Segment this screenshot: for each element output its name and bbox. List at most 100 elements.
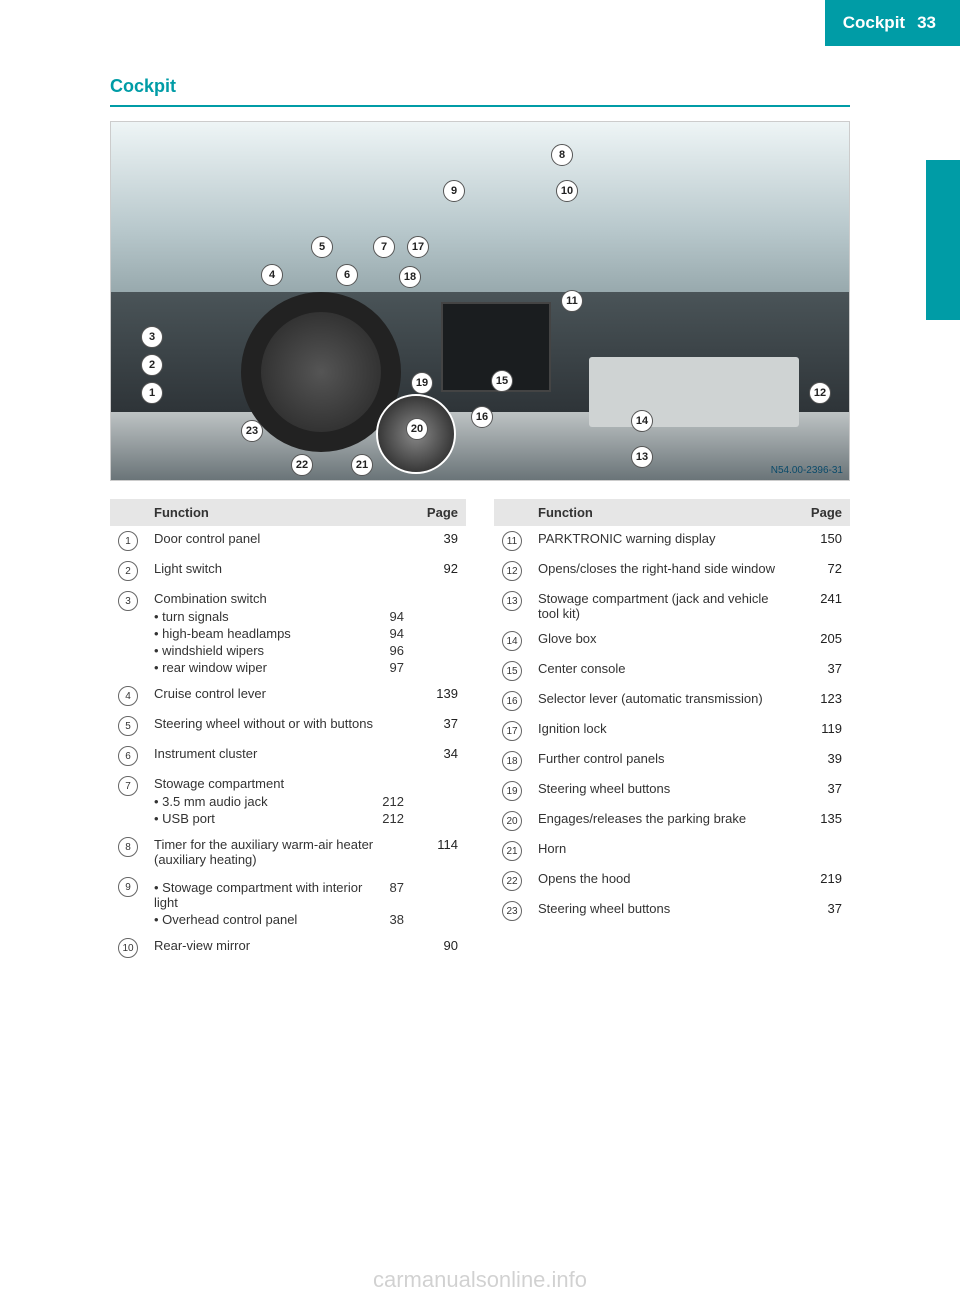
row-number: 23 <box>494 896 530 926</box>
sub-item: turn signals94 <box>154 608 404 625</box>
header-spacer <box>0 0 825 46</box>
row-page: 34 <box>412 741 466 771</box>
sub-list: 3.5 mm audio jack212USB port212 <box>154 793 404 827</box>
ref-circle-icon: 2 <box>118 561 138 581</box>
callout-14: 14 <box>631 410 653 432</box>
row-label: Steering wheel buttons <box>530 896 796 926</box>
row-number: 19 <box>494 776 530 806</box>
callout-1: 1 <box>141 382 163 404</box>
table-row: 1 Door control panel39 <box>110 526 466 556</box>
callout-11: 11 <box>561 290 583 312</box>
section-divider <box>110 105 850 107</box>
glove-box-shape <box>589 357 799 427</box>
table-row: 6Instrument cluster34 <box>110 741 466 771</box>
table-row: 21 Horn <box>494 836 850 866</box>
side-label: At a glance <box>954 180 960 276</box>
row-number: 9 <box>110 872 146 933</box>
sub-item: windshield wipers96 <box>154 642 404 659</box>
callout-3: 3 <box>141 326 163 348</box>
callout-2: 2 <box>141 354 163 376</box>
table-row: 8Timer for the auxiliary warm-air heater… <box>110 832 466 872</box>
callout-8: 8 <box>551 144 573 166</box>
table-row: 2Light switch92 <box>110 556 466 586</box>
callout-16: 16 <box>471 406 493 428</box>
callout-6: 6 <box>336 264 358 286</box>
row-number: 3 <box>110 586 146 681</box>
row-number: 14 <box>494 626 530 656</box>
row-number: 18 <box>494 746 530 776</box>
row-label: Steering wheel without or with buttons <box>146 711 412 741</box>
row-page: 37 <box>412 711 466 741</box>
row-page <box>412 586 466 681</box>
callout-5: 5 <box>311 236 333 258</box>
callout-12: 12 <box>809 382 831 404</box>
table-row: 23Steering wheel buttons37 <box>494 896 850 926</box>
row-number: 22 <box>494 866 530 896</box>
sub-item: rear window wiper97 <box>154 659 404 676</box>
callout-17: 17 <box>407 236 429 258</box>
table-row: 16Selector lever (automatic transmission… <box>494 686 850 716</box>
ref-circle-icon: 5 <box>118 716 138 736</box>
ref-circle-icon: 14 <box>502 631 522 651</box>
row-label: Stowage compartment (jack and vehicle to… <box>530 586 796 626</box>
callout-7: 7 <box>373 236 395 258</box>
table-row: 22 Opens the hood219 <box>494 866 850 896</box>
row-page <box>412 771 466 832</box>
row-page: 219 <box>796 866 850 896</box>
image-id: N54.00-2396-31 <box>771 465 843 476</box>
callout-21: 21 <box>351 454 373 476</box>
ref-circle-icon: 21 <box>502 841 522 861</box>
callout-10: 10 <box>556 180 578 202</box>
table-row: 20Engages/releases the parking brake135 <box>494 806 850 836</box>
ref-circle-icon: 7 <box>118 776 138 796</box>
reference-columns: Function Page 1Door control panel392Ligh… <box>110 499 850 963</box>
table-row: 5 Steering wheel without or with buttons3… <box>110 711 466 741</box>
row-label: Light switch <box>146 556 412 586</box>
row-label: Stowage compartment with interior light8… <box>146 872 412 933</box>
row-label: Steering wheel buttons <box>530 776 796 806</box>
table-row: 10Rear-view mirror90 <box>110 933 466 963</box>
ref-circle-icon: 22 <box>502 871 522 891</box>
sub-item: high-beam headlamps94 <box>154 625 404 642</box>
col-function: Function <box>530 499 796 526</box>
sub-item: Stowage compartment with interior light8… <box>154 879 404 911</box>
table-row: 17 Ignition lock119 <box>494 716 850 746</box>
col-page: Page <box>796 499 850 526</box>
row-label: Horn <box>530 836 796 866</box>
watermark: carmanualsonline.info <box>0 1267 960 1293</box>
row-number: 13 <box>494 586 530 626</box>
row-label: Opens the hood <box>530 866 796 896</box>
header-bar: Cockpit 33 <box>0 0 960 46</box>
row-label: Ignition lock <box>530 716 796 746</box>
row-label: Selector lever (automatic transmission) <box>530 686 796 716</box>
row-label: Combination switchturn signals94high-bea… <box>146 586 412 681</box>
row-number: 5 <box>110 711 146 741</box>
cockpit-diagram: 1234567891011121314151617181920212223 N5… <box>110 121 850 481</box>
callout-9: 9 <box>443 180 465 202</box>
table-row: 9 Stowage compartment with interior light… <box>110 872 466 933</box>
ref-circle-icon: 1 <box>118 531 138 551</box>
section-title: Cockpit <box>110 76 850 97</box>
content: Cockpit 12345678910111213141516171819202… <box>0 46 960 993</box>
row-label: Timer for the auxiliary warm-air heater … <box>146 832 412 872</box>
row-label: Door control panel <box>146 526 412 556</box>
row-page: 139 <box>412 681 466 711</box>
row-page: 119 <box>796 716 850 746</box>
row-number: 15 <box>494 656 530 686</box>
table-row: 12Opens/closes the right-hand side windo… <box>494 556 850 586</box>
callout-4: 4 <box>261 264 283 286</box>
table-row: 7 Stowage compartment3.5 mm audio jack212… <box>110 771 466 832</box>
callout-22: 22 <box>291 454 313 476</box>
row-page: 39 <box>412 526 466 556</box>
ref-circle-icon: 15 <box>502 661 522 681</box>
row-label: Stowage compartment3.5 mm audio jack212U… <box>146 771 412 832</box>
ref-circle-icon: 6 <box>118 746 138 766</box>
ref-circle-icon: 9 <box>118 877 138 897</box>
left-table: Function Page 1Door control panel392Ligh… <box>110 499 466 963</box>
row-page: 114 <box>412 832 466 872</box>
table-row: 15Center console37 <box>494 656 850 686</box>
ref-circle-icon: 17 <box>502 721 522 741</box>
row-page: 39 <box>796 746 850 776</box>
row-label: Opens/closes the right-hand side window <box>530 556 796 586</box>
row-label: Further control panels <box>530 746 796 776</box>
